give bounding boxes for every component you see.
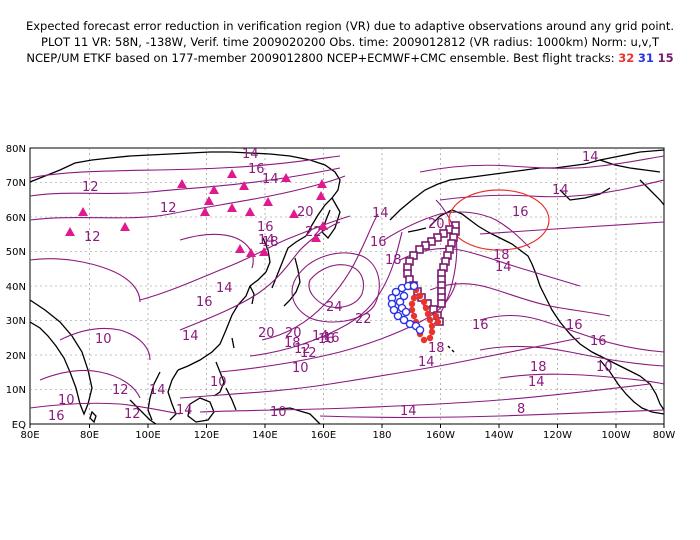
contour-label: 14 xyxy=(372,206,389,221)
contour-label: 14 xyxy=(242,147,259,162)
contour-label: 14 xyxy=(552,183,569,198)
lon-label: 140W xyxy=(485,430,514,441)
contour-label: 12 xyxy=(160,201,177,216)
lon-label: 100E xyxy=(135,430,160,441)
contour-label-group: 14 16 12 14 12 12 16 14 20 22 18 14 16 1… xyxy=(48,147,613,424)
lat-label: 10N xyxy=(6,385,26,396)
contour-label: 18 xyxy=(262,235,279,250)
contour-label: 14 xyxy=(400,404,417,419)
contour-label: 10 xyxy=(95,332,112,347)
contour-label: 16 xyxy=(257,220,274,235)
flight-track-31 xyxy=(387,281,425,335)
contour-label: 12 xyxy=(300,346,317,361)
contour-label: 20 xyxy=(428,217,445,232)
lon-label: 180 xyxy=(372,430,391,441)
contour-label: 20 xyxy=(258,326,275,341)
contour-label: 12 xyxy=(124,407,141,422)
lat-label: 70N xyxy=(6,178,26,189)
track-15-label: 15 xyxy=(657,51,674,65)
header-ensemble-text: NCEP/UM ETKF based on 177-member 2009012… xyxy=(26,51,615,65)
contour-label: 12 xyxy=(112,383,129,398)
longitude-labels: 80E 80E 100E 120E 140E 160E 180 160W 140… xyxy=(20,430,675,441)
contour-label: 22 xyxy=(305,225,322,240)
contour-label: 14 xyxy=(149,383,166,398)
lat-label: EQ xyxy=(12,420,26,431)
observation-triangles xyxy=(65,169,328,257)
contour-lines xyxy=(30,155,664,419)
contour-label: 18 xyxy=(530,360,547,375)
contour-label: 16 xyxy=(48,409,65,424)
contour-label: 10 xyxy=(210,375,227,390)
header-plot-info: PLOT 11 VR: 58N, -138W, Verif. time 2009… xyxy=(41,35,659,49)
lon-label: 120E xyxy=(194,430,219,441)
contour-label: 16 xyxy=(590,334,607,349)
header-ensemble-info: NCEP/UM ETKF based on 177-member 2009012… xyxy=(0,50,700,66)
contour-label: 12 xyxy=(82,180,99,195)
lon-label: 160E xyxy=(311,430,336,441)
verification-region-circle xyxy=(448,189,550,251)
lon-label: 80W xyxy=(653,430,676,441)
contour-label: 10 xyxy=(270,405,287,420)
contour-label: 8 xyxy=(517,402,525,417)
contour-label: 22 xyxy=(355,312,372,327)
contour-label: 18 xyxy=(284,336,301,351)
contour-label: 14 xyxy=(495,260,512,275)
lat-label: 50N xyxy=(6,247,26,258)
lon-label: 80E xyxy=(20,430,39,441)
lat-label: 20N xyxy=(6,351,26,362)
contour-label: 14 xyxy=(528,375,545,390)
contour-label: 14 xyxy=(182,329,199,344)
flight-track-32 xyxy=(408,286,442,344)
contour-label: 14 xyxy=(418,355,435,370)
contour-label: 10 xyxy=(292,361,309,376)
contour-label: 20 xyxy=(285,326,302,341)
contour-label: 16 xyxy=(512,205,529,220)
contour-label: 14 xyxy=(262,172,279,187)
contour-label: 18 xyxy=(493,248,510,263)
contour-label: 10 xyxy=(58,393,75,408)
axis-ticks xyxy=(29,424,665,428)
lon-label: 120W xyxy=(543,430,572,441)
contour-label: 16 xyxy=(370,235,387,250)
lon-label: 160W xyxy=(426,430,455,441)
contour-label: 18 xyxy=(428,341,445,356)
contour-label: 12 xyxy=(84,230,101,245)
contour-label: 24 xyxy=(326,300,343,315)
contour-label: 10 xyxy=(596,360,613,375)
track-32-label: 32 xyxy=(618,51,635,65)
header-title: Expected forecast error reduction in ver… xyxy=(25,19,675,33)
lon-label: 80E xyxy=(80,430,99,441)
track-31-label: 31 xyxy=(637,51,654,65)
lat-label: 80N xyxy=(6,144,26,155)
contour-label: 16 xyxy=(323,331,340,346)
contour-label: 14 xyxy=(216,281,233,296)
contour-label: 16 xyxy=(472,318,489,333)
contour-label: 16 xyxy=(318,332,335,347)
lon-label: 140E xyxy=(252,430,277,441)
contour-label: 16 xyxy=(248,162,265,177)
contour-label: 16 xyxy=(566,318,583,333)
contour-label: 18 xyxy=(385,253,402,268)
contour-label: 14 xyxy=(582,150,599,165)
contour-label: 12 xyxy=(294,342,311,357)
contour-label: 14 xyxy=(258,233,275,248)
lat-label: 40N xyxy=(6,282,26,293)
lon-label: 100W xyxy=(602,430,631,441)
contour-label: 20 xyxy=(297,205,314,220)
lat-label: 60N xyxy=(6,213,26,224)
latitude-labels: EQ 10N 20N 30N 40N 50N 60N 70N 80N xyxy=(6,144,26,431)
contour-label: 14 xyxy=(176,403,193,418)
contour-label: 14 xyxy=(312,329,329,344)
lat-label: 30N xyxy=(6,316,26,327)
contour-label: 16 xyxy=(196,295,213,310)
